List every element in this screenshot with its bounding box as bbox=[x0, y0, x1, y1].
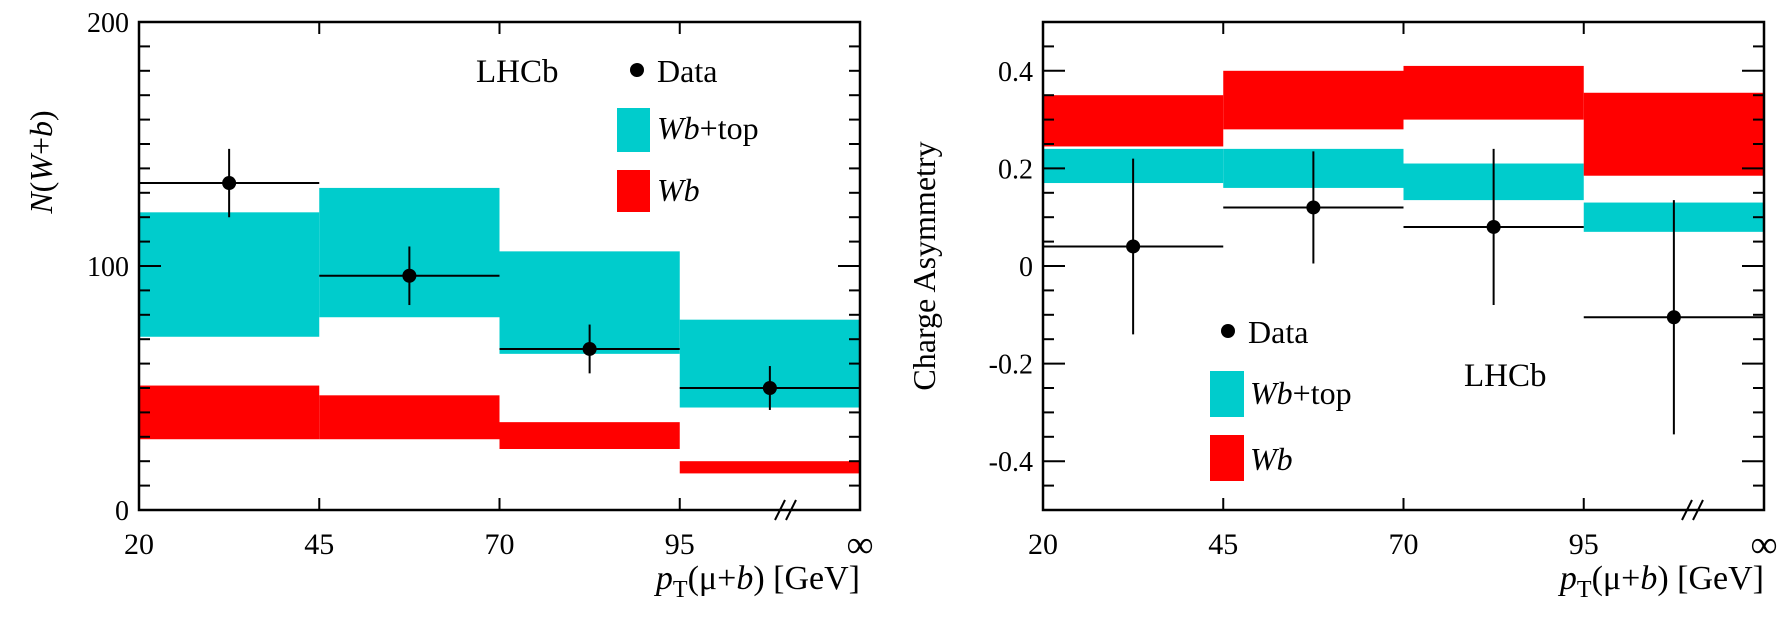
right-ticks bbox=[1042, 21, 1765, 511]
right-bands bbox=[1043, 65, 1764, 232]
p1-wb-band-bin1 bbox=[1223, 70, 1404, 130]
right-legend-wbtop-swatch bbox=[1210, 371, 1244, 417]
p0-data-point-bin2 bbox=[582, 341, 597, 356]
x-tick-label: 45 bbox=[304, 528, 334, 561]
x-tick-label: 70 bbox=[485, 528, 515, 561]
x-tick-label: 70 bbox=[1389, 528, 1419, 561]
right-legend-wbtop-label: Wb+top bbox=[1250, 375, 1352, 411]
x-tick-label: 20 bbox=[1028, 528, 1058, 561]
p0-wb-band-bin1 bbox=[319, 395, 500, 440]
p1-data-point-bin1 bbox=[1306, 200, 1321, 215]
p0-wb-band-bin0 bbox=[139, 385, 320, 440]
left-experiment-label: LHCb bbox=[476, 54, 559, 90]
p0-wb-band-bin3 bbox=[679, 461, 860, 474]
y-tick-label: 0 bbox=[115, 496, 129, 527]
p0-data-point-bin1 bbox=[402, 268, 417, 283]
x-tick-label: ∞ bbox=[1750, 524, 1777, 566]
p1-data-point-bin2 bbox=[1486, 219, 1501, 234]
p1-wb-band-bin2 bbox=[1403, 65, 1584, 120]
p1-wb-band-bin0 bbox=[1043, 95, 1224, 147]
x-tick-label: ∞ bbox=[846, 524, 873, 566]
right-experiment-label: LHCb bbox=[1464, 358, 1547, 394]
y-tick-label: -0.4 bbox=[989, 447, 1033, 478]
y-tick-label: 0 bbox=[1019, 252, 1033, 283]
right-axis-break bbox=[1681, 499, 1704, 521]
right-legend-wb-swatch bbox=[1210, 435, 1244, 481]
y-tick-label: 200 bbox=[87, 8, 129, 39]
left-legend-wbtop-label: Wb+top bbox=[657, 110, 759, 146]
p1-wb-band-bin3 bbox=[1583, 92, 1764, 176]
left-ticks bbox=[138, 21, 861, 511]
left-legend-wbtop-swatch bbox=[617, 108, 650, 152]
left-legend-wb-swatch bbox=[617, 170, 650, 212]
right-y-tick-labels: -0.4 -0.2 0 0.2 0.4 bbox=[989, 57, 1033, 478]
y-tick-label: 0.4 bbox=[998, 57, 1033, 88]
left-legend-data-marker bbox=[630, 63, 644, 77]
p0-wbtop-band-bin0 bbox=[139, 212, 320, 337]
p1-data-point-bin3 bbox=[1666, 310, 1681, 325]
left-x-axis-label: pT(μ+b) [GeV] bbox=[654, 560, 860, 603]
p1-data-point-bin0 bbox=[1126, 239, 1141, 254]
right-x-tick-labels: 20 45 70 95 ∞ bbox=[1028, 524, 1778, 566]
right-y-axis-label: Charge Asymmetry bbox=[906, 141, 942, 390]
p0-data-point-bin3 bbox=[762, 381, 777, 395]
right-legend-wb-label: Wb bbox=[1250, 441, 1293, 477]
p0-data-point-bin0 bbox=[222, 176, 237, 191]
x-tick-label: 95 bbox=[665, 528, 695, 561]
left-legend-data-label: Data bbox=[657, 53, 717, 89]
x-tick-label: 45 bbox=[1208, 528, 1238, 561]
left-legend-wb-label: Wb bbox=[657, 172, 700, 208]
right-x-axis-label: pT(μ+b) [GeV] bbox=[1558, 560, 1764, 603]
y-tick-label: 0.2 bbox=[998, 154, 1033, 185]
x-tick-label: 20 bbox=[124, 528, 154, 561]
left-y-axis-label: N(W+b) bbox=[23, 110, 59, 214]
left-bands bbox=[139, 187, 860, 474]
left-legend: Data Wb+top Wb bbox=[617, 53, 759, 212]
right-legend-data-marker bbox=[1221, 324, 1235, 338]
left-data-points bbox=[139, 148, 860, 410]
left-x-tick-labels: 20 45 70 95 ∞ bbox=[124, 524, 874, 566]
y-tick-label: -0.2 bbox=[989, 350, 1033, 381]
x-tick-label: 95 bbox=[1569, 528, 1599, 561]
left-axis-break bbox=[774, 499, 797, 521]
p0-wb-band-bin2 bbox=[499, 422, 680, 449]
left-chart: 20 45 70 95 ∞ 0 100 200 N(W+b) pT(μ+b) [GeV] L… bbox=[23, 8, 874, 603]
right-chart: 20 45 70 95 ∞ -0.4 -0.2 0 0.2 0.4 Charge Asymmet… bbox=[906, 20, 1778, 603]
right-legend-data-label: Data bbox=[1248, 314, 1308, 350]
right-data-points bbox=[1043, 148, 1764, 435]
left-y-tick-labels: 0 100 200 bbox=[87, 8, 129, 527]
right-legend: Data Wb+top Wb bbox=[1210, 314, 1352, 481]
y-tick-label: 100 bbox=[87, 252, 129, 283]
